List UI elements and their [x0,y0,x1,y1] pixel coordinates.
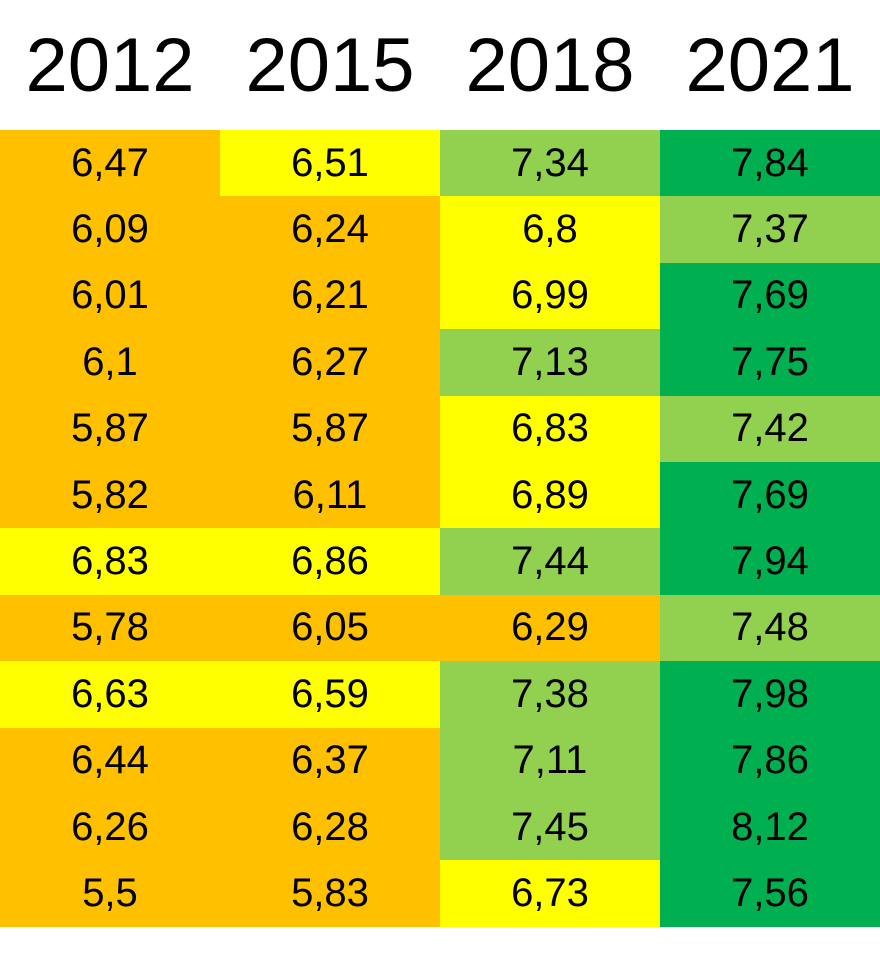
table-cell: 5,78 [0,594,220,662]
table-cell: 6,28 [220,793,440,861]
table-cell: 6,51 [220,130,440,197]
table-cell: 7,42 [660,395,880,462]
table-cell: 6,05 [220,594,440,662]
table-cell: 6,01 [0,262,220,330]
table-cell: 6,09 [0,196,220,263]
table-cell: 7,98 [660,661,880,728]
table-cell: 6,24 [220,196,440,263]
table-cell: 6,37 [220,727,440,794]
table-row: 6,09 6,24 6,8 7,37 [0,196,880,263]
data-table: 2012 2015 2018 2021 6,47 6,51 7,34 7,84 6,09 6,2… [0,0,880,927]
table-cell: 6,27 [220,329,440,396]
table-row: 6,44 6,37 7,11 7,86 [0,727,880,794]
table-row: 6,47 6,51 7,34 7,84 [0,130,880,197]
table-row: 6,1 6,27 7,13 7,75 [0,329,880,396]
table-cell: 6,59 [220,661,440,728]
table-cell: 7,48 [660,594,880,662]
table-cell: 7,94 [660,528,880,595]
table-cell: 6,83 [440,395,660,462]
table-cell: 5,87 [0,395,220,462]
table-cell: 7,38 [440,661,660,728]
table-cell: 7,44 [440,528,660,595]
table-row: 5,82 6,11 6,89 7,69 [0,461,880,529]
column-header: 2018 [465,22,635,108]
column-header: 2015 [245,22,415,108]
table-cell: 7,75 [660,329,880,396]
table-cell: 6,86 [220,528,440,595]
table-cell: 5,5 [0,860,220,927]
table-cell: 6,83 [0,528,220,595]
table-row: 5,78 6,05 6,29 7,48 [0,594,880,662]
column-header: 2012 [25,22,195,108]
table-cell: 7,69 [660,262,880,330]
table-cell: 6,26 [0,793,220,861]
table-cell: 6,11 [220,461,440,529]
table-cell: 7,69 [660,461,880,529]
table-cell: 5,82 [0,461,220,529]
table-row: 5,87 5,87 6,83 7,42 [0,395,880,462]
table-cell: 5,83 [220,860,440,927]
table-cell: 6,44 [0,727,220,794]
column-header: 2021 [685,22,855,108]
table-cell: 7,45 [440,793,660,861]
table-cell: 6,21 [220,262,440,330]
table-cell: 6,29 [440,594,660,662]
table-row: 5,5 5,83 6,73 7,56 [0,860,880,927]
table-cell: 7,37 [660,196,880,263]
table-body: 6,47 6,51 7,34 7,84 6,09 6,24 6,8 7,37 6,01 6,21 6… [0,130,880,927]
table-row: 6,01 6,21 6,99 7,69 [0,262,880,330]
header-row: 2012 2015 2018 2021 [0,0,880,130]
table-cell: 6,73 [440,860,660,927]
table-cell: 7,86 [660,727,880,794]
table-cell: 6,89 [440,461,660,529]
table-row: 6,83 6,86 7,44 7,94 [0,528,880,595]
table-cell: 7,56 [660,860,880,927]
table-cell: 6,63 [0,661,220,728]
table-cell: 6,47 [0,130,220,197]
table-cell: 7,84 [660,130,880,197]
table-cell: 5,87 [220,395,440,462]
table-cell: 6,1 [0,329,220,396]
table-cell: 6,99 [440,262,660,330]
table-row: 6,26 6,28 7,45 8,12 [0,793,880,861]
table-cell: 7,13 [440,329,660,396]
table-cell: 7,34 [440,130,660,197]
table-cell: 7,11 [440,727,660,794]
table-row: 6,63 6,59 7,38 7,98 [0,661,880,728]
table-cell: 6,8 [440,196,660,263]
table-cell: 8,12 [660,793,880,861]
